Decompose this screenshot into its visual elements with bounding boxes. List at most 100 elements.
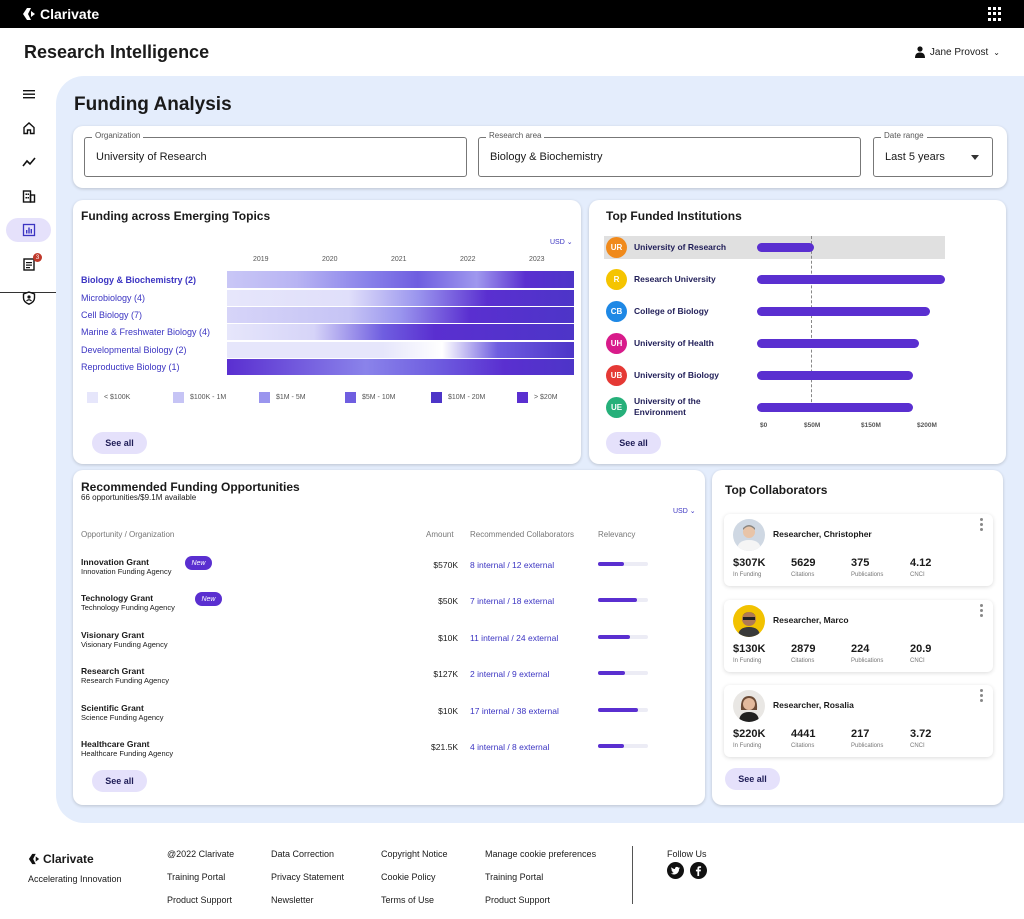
research-area-field-value: Biology & Biochemistry [490,151,603,163]
institution-row[interactable]: CB College of Biology [606,301,946,323]
institution-row[interactable]: UE University of the Environment [606,396,946,419]
organization-field[interactable]: Organization University of Research [84,131,467,177]
footer-link[interactable]: Product Support [485,895,551,905]
footer-link[interactable]: @2022 Clarivate [167,849,235,859]
top-institutions-card: Top Funded Institutions UR University of … [589,200,1006,464]
institution-row[interactable]: UH University of Health [606,333,946,355]
year-label: 2020 [322,256,338,263]
topic-label[interactable]: Cell Biology (7) [81,310,143,320]
recommended-collaborators-link[interactable]: 11 internal / 24 external [470,632,559,643]
trends-icon[interactable] [6,150,51,174]
footer-logo[interactable]: Clarivate [28,852,94,866]
recommended-collaborators-link[interactable]: 8 internal / 12 external [470,560,555,570]
date-range-select[interactable]: Date range Last 5 years [873,131,993,177]
filters-card: Organization University of Research Rese… [73,126,1007,188]
new-badge: New [185,556,212,570]
opportunity-row[interactable]: Healthcare Grant Healthcare Funding Agenc… [81,739,681,763]
institution-row[interactable]: UB University of Biology [606,365,946,387]
organizations-icon[interactable] [6,184,51,208]
institution-funding-bar [757,275,945,284]
user-menu[interactable]: Jane Provost ⌄ [914,46,1000,58]
opportunity-row[interactable]: Visionary Grant Visionary Funding Agency $… [81,630,681,654]
recommended-collaborators-link[interactable]: 4 internal / 8 external [470,742,550,752]
collaborator-card[interactable]: Researcher, Rosalia $220K In Funding 4441 Ci… [724,685,993,757]
institution-name: Research University [634,274,716,284]
footer-link[interactable]: Cookie Policy [381,872,436,882]
footer-link[interactable]: Product Support [167,895,233,905]
topic-label[interactable]: Marine & Freshwater Biology (4) [81,327,211,337]
twitter-icon[interactable] [667,862,684,879]
footer-link[interactable]: Training Portal [485,872,544,882]
stat-label: Citations [791,657,815,664]
footer-link[interactable]: Data Correction [271,849,335,859]
collaborator-stat-publications: 375 Publications [851,557,883,578]
more-options-icon[interactable] [980,689,983,702]
topic-label[interactable]: Biology & Biochemistry (2) [81,275,197,285]
funding-analysis-icon[interactable] [6,218,51,242]
heat-divider [227,323,574,324]
legend-item: < $100K [87,392,173,403]
opportunity-amount: $570K [433,560,458,570]
app-launcher-icon[interactable] [988,7,1002,21]
opportunities-currency-select[interactable]: USD ⌄ [673,507,696,516]
stat-label: In Funding [733,572,762,578]
user-icon [914,46,925,58]
opportunity-name: Technology Grant [81,593,154,604]
footer-link[interactable]: Privacy Statement [271,872,345,882]
opportunity-row[interactable]: Technology Grant Technology Funding Agenc… [81,592,681,617]
opportunity-row[interactable]: Scientific Grant Science Funding Agency $1… [81,703,681,727]
collaborator-card[interactable]: Researcher, Christopher $307K In Funding 56… [724,514,993,586]
stat-value: 217 [851,728,870,740]
clarivate-mark-icon [28,853,40,865]
reports-icon[interactable]: 3 [6,252,51,276]
footer: Clarivate Accelerating Innovation @2022 … [0,840,1024,919]
stat-value: $130K [733,642,766,655]
recommended-collaborators-link[interactable]: 2 internal / 9 external [470,669,550,680]
stat-value: $307K [733,557,766,569]
more-options-icon[interactable] [980,518,983,531]
date-range-value: Last 5 years [885,151,945,163]
collaborator-stat-citations: 4441 Citations [791,728,815,749]
institution-row[interactable]: R Research University [606,269,946,291]
stat-value: $220K [733,728,766,740]
footer-link[interactable]: Copyright Notice [381,849,448,859]
organization-field-label: Organization [92,131,144,140]
stat-label: Citations [791,572,815,578]
app-title: Research Intelligence [24,41,210,62]
topic-label[interactable]: Reproductive Biology (1) [81,362,180,372]
institution-name: University of Health [634,338,714,348]
footer-link[interactable]: Manage cookie preferences [485,849,597,859]
heat-divider [227,341,574,342]
opportunities-see-all-button[interactable]: See all [92,770,147,792]
opportunity-row[interactable]: Innovation Grant Innovation Funding Agenc… [81,556,681,581]
relevancy-bar-fill [598,598,637,603]
more-options-icon[interactable] [980,603,983,617]
opportunity-row[interactable]: Research Grant Research Funding Agency $12… [81,666,681,690]
legend-item: $5M - 10M [345,392,431,403]
stat-value: 4441 [791,728,816,740]
collaborators-see-all-button[interactable]: See all [725,768,780,790]
recommended-collaborators-link[interactable]: 17 internal / 38 external [470,705,559,716]
collaborator-stat-citations: 2879 Citations [791,643,815,664]
shield-icon[interactable] [6,286,51,310]
menu-icon[interactable] [6,82,51,106]
topics-see-all-button[interactable]: See all [92,432,147,454]
emerging-topics-card: Funding across Emerging Topics USD ⌄ 201… [73,200,581,464]
topic-label[interactable]: Microbiology (4) [81,293,146,303]
recommended-title: Recommended Funding Opportunities [81,480,300,494]
institution-name: University of Biology [634,370,720,380]
clarivate-logo[interactable]: Clarivate [22,6,99,22]
legend-label: $1M - 5M [276,394,306,401]
topic-label[interactable]: Developmental Biology (2) [81,345,187,355]
footer-link[interactable]: Newsletter [271,895,314,905]
topics-currency-select[interactable]: USD ⌄ [550,238,573,247]
institution-row[interactable]: UR University of Research [606,237,946,259]
institutions-see-all-button[interactable]: See all [606,432,661,454]
collaborator-card[interactable]: Researcher, Marco $130K In Funding 2879 Cita… [724,599,993,672]
facebook-icon[interactable] [690,862,707,879]
recommended-collaborators-link[interactable]: 7 internal / 18 external [470,596,555,607]
home-icon[interactable] [6,116,51,140]
footer-link[interactable]: Training Portal [167,872,226,882]
research-area-field[interactable]: Research area Biology & Biochemistry [478,131,861,177]
footer-link[interactable]: Terms of Use [381,895,435,905]
